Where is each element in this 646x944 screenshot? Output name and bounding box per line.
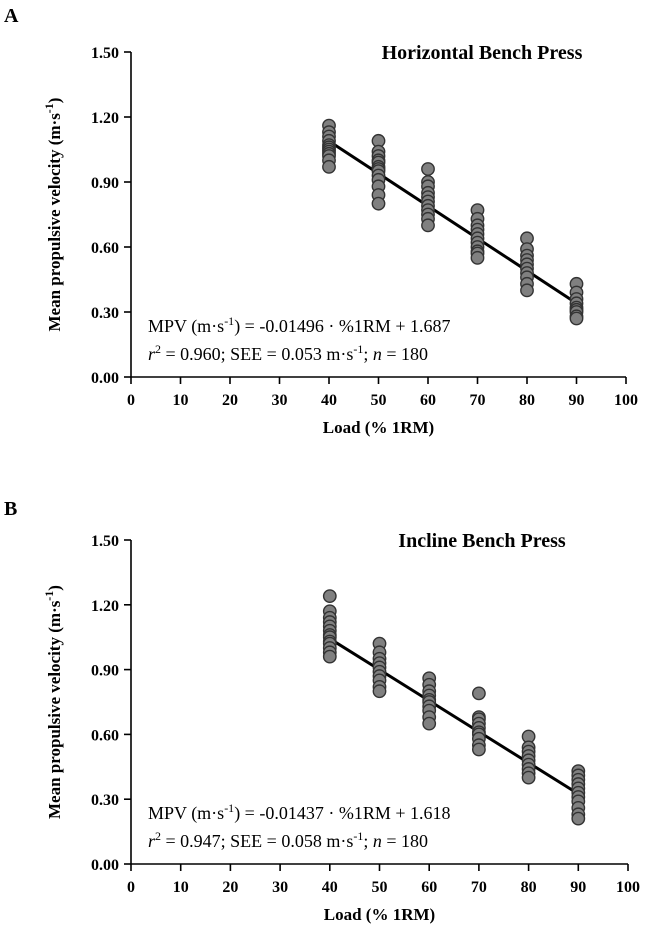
- data-point: [421, 218, 435, 233]
- x-axis-label: Load (% 1RM): [324, 905, 435, 924]
- y-axis-label-close: ): [45, 98, 64, 104]
- x-tick-label: 40: [322, 879, 338, 896]
- data-point: [322, 159, 336, 174]
- annotation-n-symbol: n: [373, 831, 382, 851]
- annotation-r-value: = 0.960; SEE = 0.053 m·s: [161, 344, 353, 364]
- y-tick-label: 1.50: [91, 45, 119, 62]
- chart-panel-a: A Horizontal Bench Press 0.00 0.30 0.60 0.90 1…: [4, 5, 638, 437]
- annotation-r-value: = 0.947; SEE = 0.058 m·s: [161, 831, 353, 851]
- annotation-r-sup: 2: [155, 342, 161, 356]
- y-tick-label: 1.50: [91, 533, 119, 550]
- y-tick-label: 0.30: [91, 305, 119, 322]
- data-point: [571, 811, 586, 826]
- x-axis-label: Load (% 1RM): [323, 418, 434, 437]
- annotation-equation: MPV (m·s-1) = -0.01437 · %1RM + 1.618: [148, 801, 450, 824]
- data-point: [422, 716, 437, 731]
- data-point: [322, 589, 337, 604]
- annotation-r-symbol: r: [148, 831, 156, 851]
- chart-title: Incline Bench Press: [398, 530, 566, 552]
- x-tick-label: 30: [272, 392, 288, 409]
- x-tick-label: 90: [570, 879, 586, 896]
- y-axis-label: Mean propulsive velocity (m·s-1): [42, 585, 64, 819]
- annotation-n-value: = 180: [382, 831, 428, 851]
- annotation-equation-prefix: MPV (m·s: [148, 316, 224, 337]
- annotation-equation-suffix: ) = -0.01496 · %1RM + 1.687: [234, 316, 450, 337]
- y-tick-label: 0.90: [91, 175, 119, 192]
- data-point: [471, 742, 486, 757]
- data-point: [372, 684, 387, 699]
- y-tick-label: 0.60: [91, 727, 119, 744]
- annotation-see-sup: -1: [353, 342, 363, 356]
- data-point: [471, 686, 486, 701]
- data-point: [569, 311, 584, 326]
- annotation-stats: r2 = 0.960; SEE = 0.053 m·s-1; n = 180: [148, 342, 428, 364]
- x-tick-label: 100: [614, 392, 638, 409]
- x-tick-label: 0: [127, 392, 135, 409]
- x-tick-label: 30: [272, 879, 288, 896]
- annotation-n-symbol: n: [373, 344, 382, 364]
- x-tick-label: 60: [420, 392, 436, 409]
- x-tick-label: 70: [470, 392, 486, 409]
- annotation-separator: ;: [363, 344, 373, 364]
- x-tick-label: 90: [569, 392, 585, 409]
- x-tick-label: 70: [471, 879, 487, 896]
- annotation-see-sup: -1: [353, 829, 363, 843]
- x-tick-label: 20: [222, 392, 238, 409]
- data-point: [421, 162, 435, 176]
- annotation-equation-prefix: MPV (m·s: [148, 803, 224, 824]
- x-tick-label: 50: [371, 392, 387, 409]
- panel-label: A: [4, 5, 19, 27]
- y-tick-label: 1.20: [91, 110, 119, 127]
- data-point: [470, 250, 485, 265]
- y-tick-label: 0.00: [91, 857, 119, 874]
- x-tick-label: 100: [616, 879, 640, 896]
- y-axis-label-close: ): [45, 585, 64, 591]
- regression-line: [329, 637, 580, 796]
- data-point: [371, 196, 386, 211]
- x-tick-label: 0: [127, 879, 135, 896]
- y-tick-label: 1.20: [91, 598, 119, 615]
- x-tick-label: 10: [173, 879, 189, 896]
- y-tick-label: 0.60: [91, 240, 119, 257]
- y-tick-label: 0.90: [91, 663, 119, 680]
- data-point: [521, 770, 536, 785]
- x-tick-label: 40: [321, 392, 337, 409]
- x-tick-label: 60: [421, 879, 437, 896]
- y-tick-label: 0.30: [91, 792, 119, 809]
- annotation-separator: ;: [363, 831, 373, 851]
- x-tick-label: 50: [372, 879, 388, 896]
- x-tick-label: 80: [519, 392, 535, 409]
- data-point: [322, 649, 337, 664]
- x-tick-label: 20: [222, 879, 238, 896]
- regression-line: [328, 139, 578, 305]
- annotation-equation-sup: -1: [224, 801, 234, 815]
- y-axis-label-text: Mean propulsive velocity (m·s: [45, 113, 64, 332]
- annotation-r-sup: 2: [155, 829, 161, 843]
- y-axis-label-sup: -1: [42, 591, 56, 601]
- panel-label: B: [4, 498, 17, 520]
- x-tick-label: 80: [521, 879, 537, 896]
- annotation-n-value: = 180: [382, 344, 428, 364]
- annotation-equation-sup: -1: [224, 314, 234, 328]
- x-tick-label: 10: [173, 392, 189, 409]
- annotation-equation-suffix: ) = -0.01437 · %1RM + 1.618: [234, 803, 450, 824]
- chart-title: Horizontal Bench Press: [382, 42, 583, 64]
- y-axis-label: Mean propulsive velocity (m·s-1): [42, 98, 64, 332]
- annotation-r-symbol: r: [148, 344, 156, 364]
- annotation-stats: r2 = 0.947; SEE = 0.058 m·s-1; n = 180: [148, 829, 428, 851]
- y-tick-label: 0.00: [91, 370, 119, 387]
- y-axis-label-sup: -1: [42, 103, 56, 113]
- y-axis-label-text: Mean propulsive velocity (m·s: [45, 600, 64, 819]
- chart-panel-b: B Incline Bench Press 0.00 0.30 0.60 0.90 1.20…: [4, 498, 640, 924]
- data-point: [520, 283, 534, 298]
- annotation-equation: MPV (m·s-1) = -0.01496 · %1RM + 1.687: [148, 314, 450, 337]
